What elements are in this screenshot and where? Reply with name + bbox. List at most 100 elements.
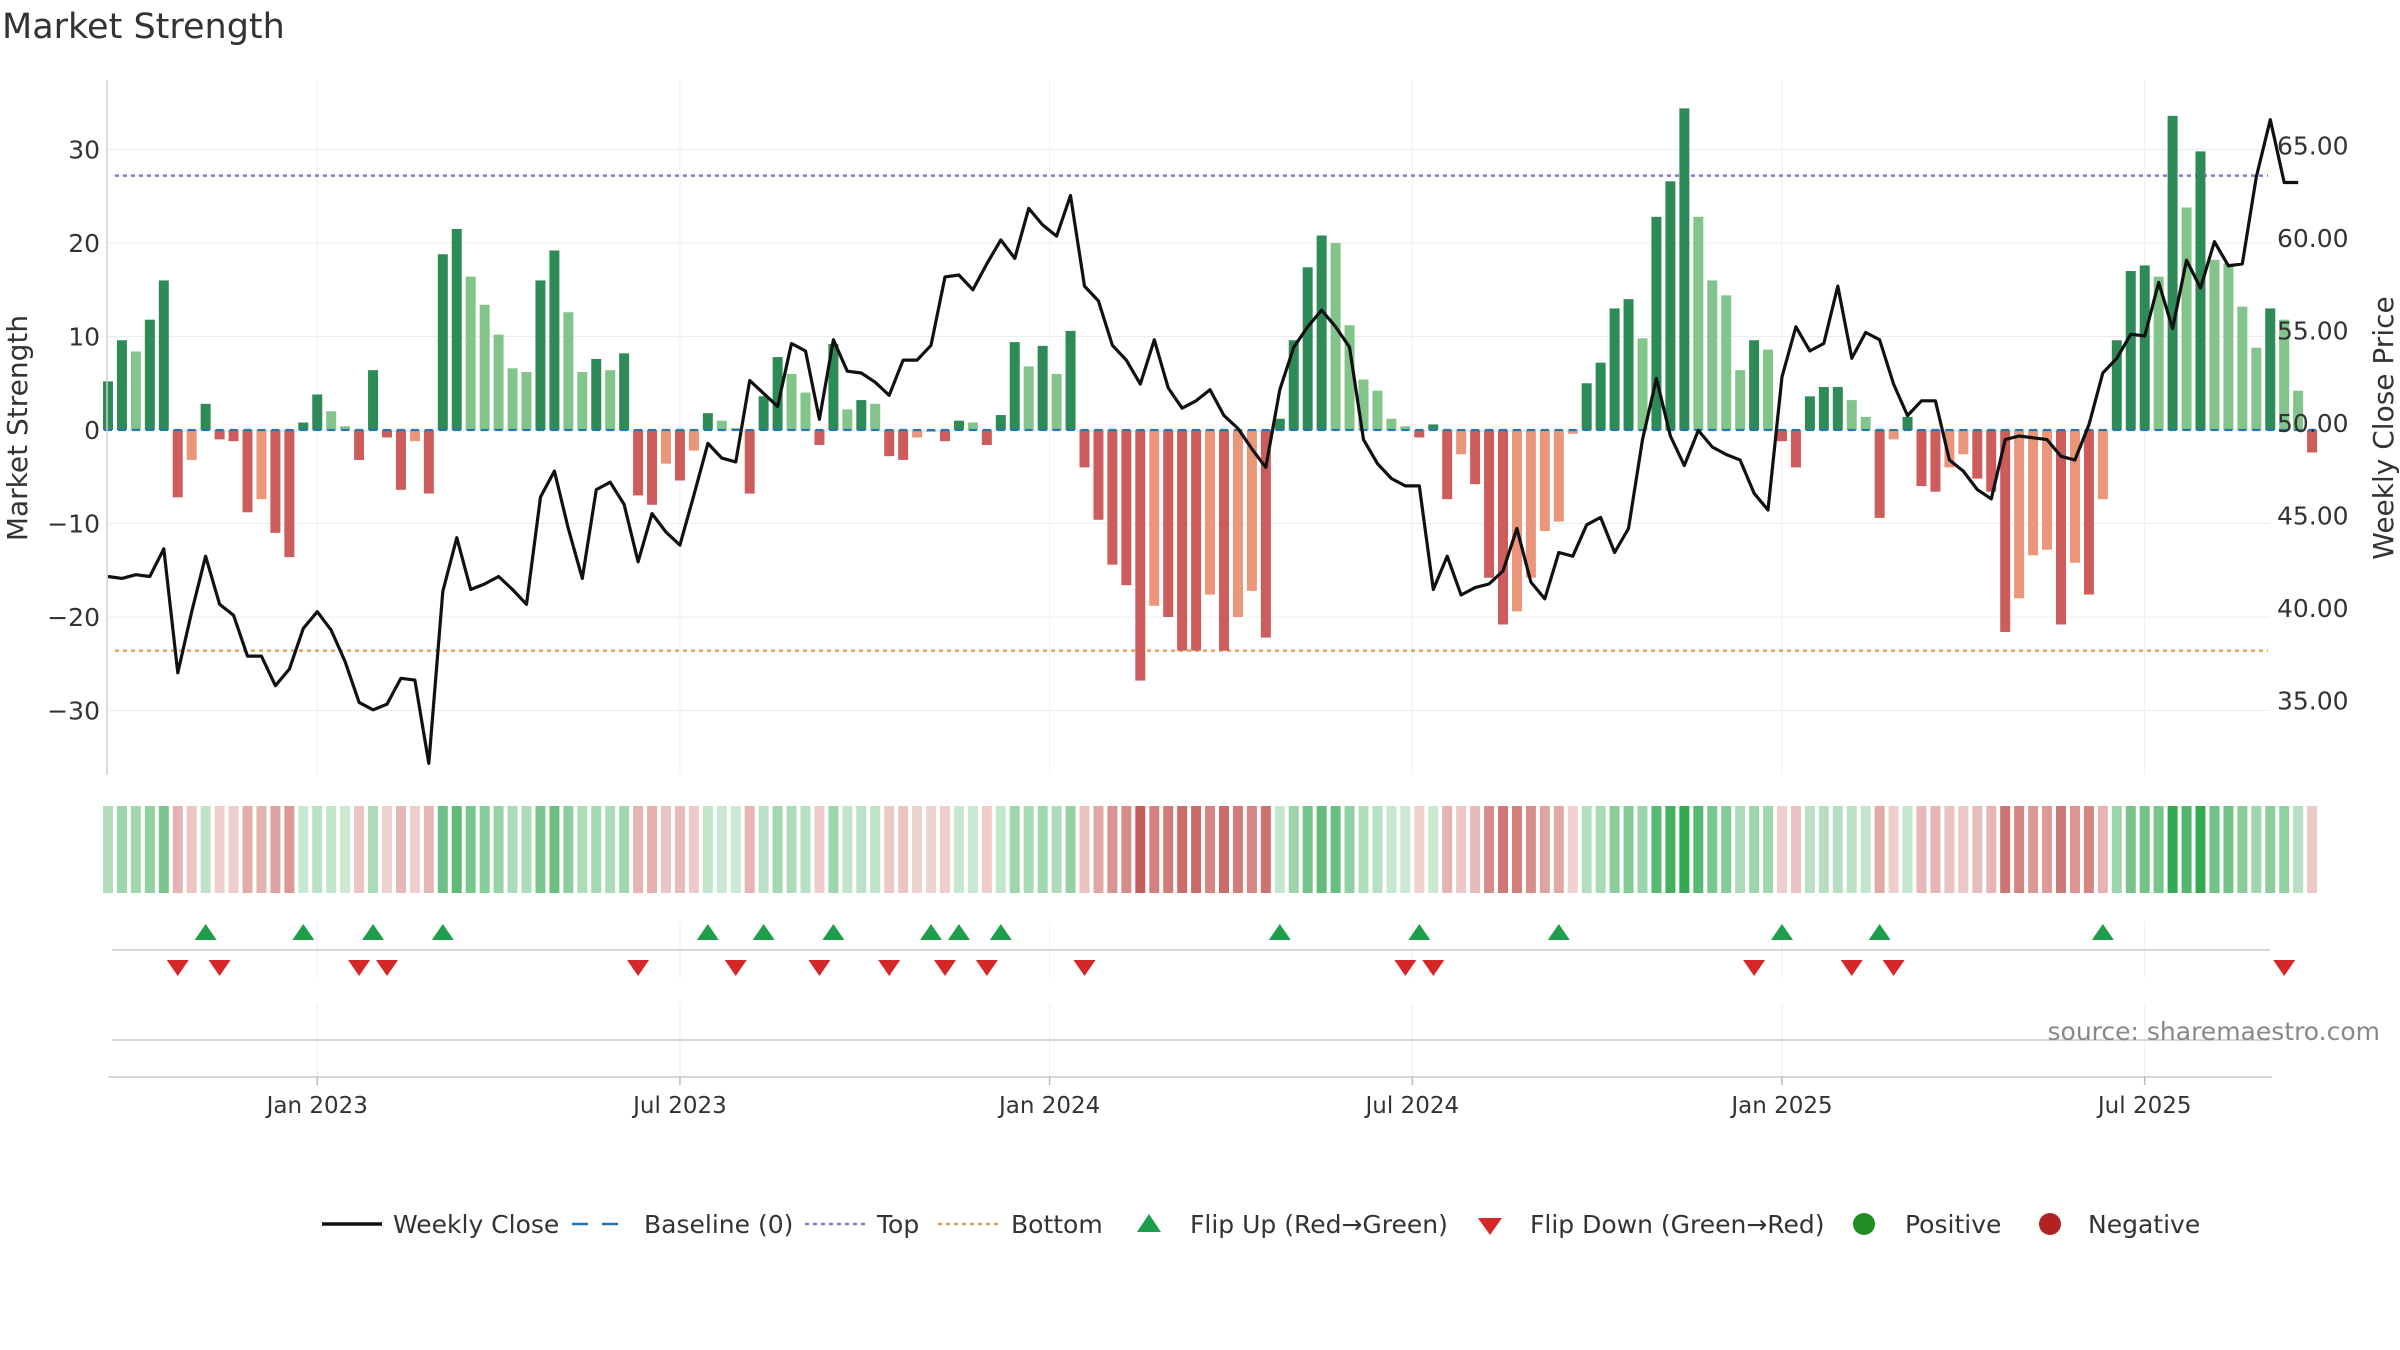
heat-cell — [409, 806, 420, 893]
heat-cell — [1456, 806, 1467, 893]
heat-cell — [270, 806, 281, 893]
strength-bar — [395, 430, 406, 490]
heat-cell — [1888, 806, 1899, 893]
strength-bar — [354, 430, 365, 460]
strength-bar — [2237, 306, 2248, 430]
weekly-close-series — [107, 117, 2299, 766]
flip-down-marker — [1073, 960, 1096, 976]
heat-cell — [912, 806, 923, 893]
strength-bar — [1902, 416, 1913, 430]
strength-bar — [1972, 430, 1983, 479]
heat-cell — [1665, 806, 1676, 893]
y2-tick-label: 50.00 — [2277, 409, 2349, 438]
flip-up-marker — [696, 924, 719, 940]
heat-cell — [1316, 806, 1327, 893]
flip-down-marker — [1882, 960, 1905, 976]
heat-cell — [2097, 806, 2108, 893]
heat-cell — [144, 806, 155, 893]
y-tick-label: 20 — [68, 229, 100, 258]
legend-label: Negative — [2088, 1210, 2200, 1239]
strength-bar — [1623, 299, 1634, 430]
heat-cell — [1804, 806, 1815, 893]
heat-cell — [1177, 806, 1188, 893]
source-label: source: sharemaestro.com — [2048, 1017, 2381, 1046]
heat-cell — [1860, 806, 1871, 893]
heat-cell — [619, 806, 630, 893]
heat-cell — [2195, 806, 2206, 893]
strength-bar — [1246, 430, 1257, 591]
strength-bar — [451, 228, 462, 430]
strength-bar — [1525, 430, 1536, 578]
strength-bar — [1400, 426, 1411, 430]
strength-bar — [1414, 430, 1425, 438]
strength-bar — [2293, 390, 2304, 430]
heat-cell — [1219, 806, 1229, 893]
reference-lines — [115, 174, 2268, 652]
y-tick-label: −30 — [47, 697, 100, 726]
heat-cell — [2279, 806, 2290, 893]
x-axis: Jan 2023 Jul 2023 Jan 2024 Jul 2024 Jan 2025… — [108, 1076, 2272, 1119]
heat-cell — [2111, 806, 2122, 893]
strength-bar — [1470, 430, 1481, 485]
heat-cell — [1484, 806, 1495, 893]
heat-cell — [2181, 806, 2192, 893]
lower-panel — [112, 1003, 2270, 1078]
strength-bar — [1581, 383, 1592, 430]
strength-bar — [2153, 276, 2164, 430]
y2-tick-label: 65.00 — [2277, 132, 2349, 161]
heat-cell — [2056, 806, 2066, 893]
heat-cell — [661, 806, 671, 893]
heat-cell — [2139, 806, 2150, 893]
heat-cell — [507, 806, 518, 893]
strength-heat-strip — [103, 806, 2318, 893]
heat-cell — [730, 806, 741, 893]
legend-label: Positive — [1905, 1210, 2001, 1239]
heat-cell — [2125, 806, 2136, 893]
strength-bar — [563, 312, 574, 430]
strength-bar — [2000, 430, 2011, 632]
strength-bar — [1316, 235, 1327, 430]
x-tick-label: Jan 2025 — [1729, 1093, 1832, 1119]
strength-bars — [103, 108, 2318, 681]
flip-down-marker — [808, 960, 831, 976]
heat-cell — [1400, 806, 1411, 893]
strength-bar — [242, 430, 253, 513]
strength-bar — [1009, 342, 1020, 430]
strength-bar — [2195, 151, 2206, 430]
strength-bar — [828, 343, 839, 430]
strength-bar — [535, 280, 546, 430]
legend-label: Top — [876, 1210, 919, 1239]
heat-cell — [1721, 806, 1732, 893]
strength-bar — [1149, 430, 1160, 606]
strength-bar — [605, 370, 616, 430]
flip-up-marker — [752, 924, 775, 940]
strength-bar — [577, 372, 588, 430]
flip-down-marker — [376, 960, 398, 976]
heat-cell — [1763, 806, 1774, 893]
y-axis-label: Market Strength — [1, 315, 34, 541]
strength-bar — [1944, 430, 1955, 468]
heat-cell — [1428, 806, 1439, 893]
strength-bar — [2251, 347, 2262, 430]
heat-cell — [744, 806, 755, 893]
y-tick-label: −10 — [47, 510, 100, 539]
heat-cell — [1539, 806, 1550, 893]
flip-up-marker — [1771, 924, 1793, 940]
heat-cell — [521, 806, 532, 893]
heat-cell — [2237, 806, 2248, 893]
y2-axis-label: Weekly Close Price — [2367, 296, 2400, 559]
heat-cell — [200, 806, 211, 893]
heat-cell — [103, 806, 113, 893]
strength-bar — [1107, 430, 1118, 565]
heat-cell — [1874, 806, 1885, 893]
strength-bar — [744, 430, 755, 494]
strength-bar — [1023, 366, 1034, 430]
heat-cell — [953, 806, 964, 893]
heat-cell — [2028, 806, 2039, 893]
heat-cell — [549, 806, 560, 893]
flip-down-marker — [878, 960, 901, 976]
flip-down-marker — [2273, 960, 2296, 976]
strength-bar — [1219, 430, 1229, 651]
heat-cell — [1330, 806, 1341, 893]
legend-label: Bottom — [1011, 1210, 1103, 1239]
